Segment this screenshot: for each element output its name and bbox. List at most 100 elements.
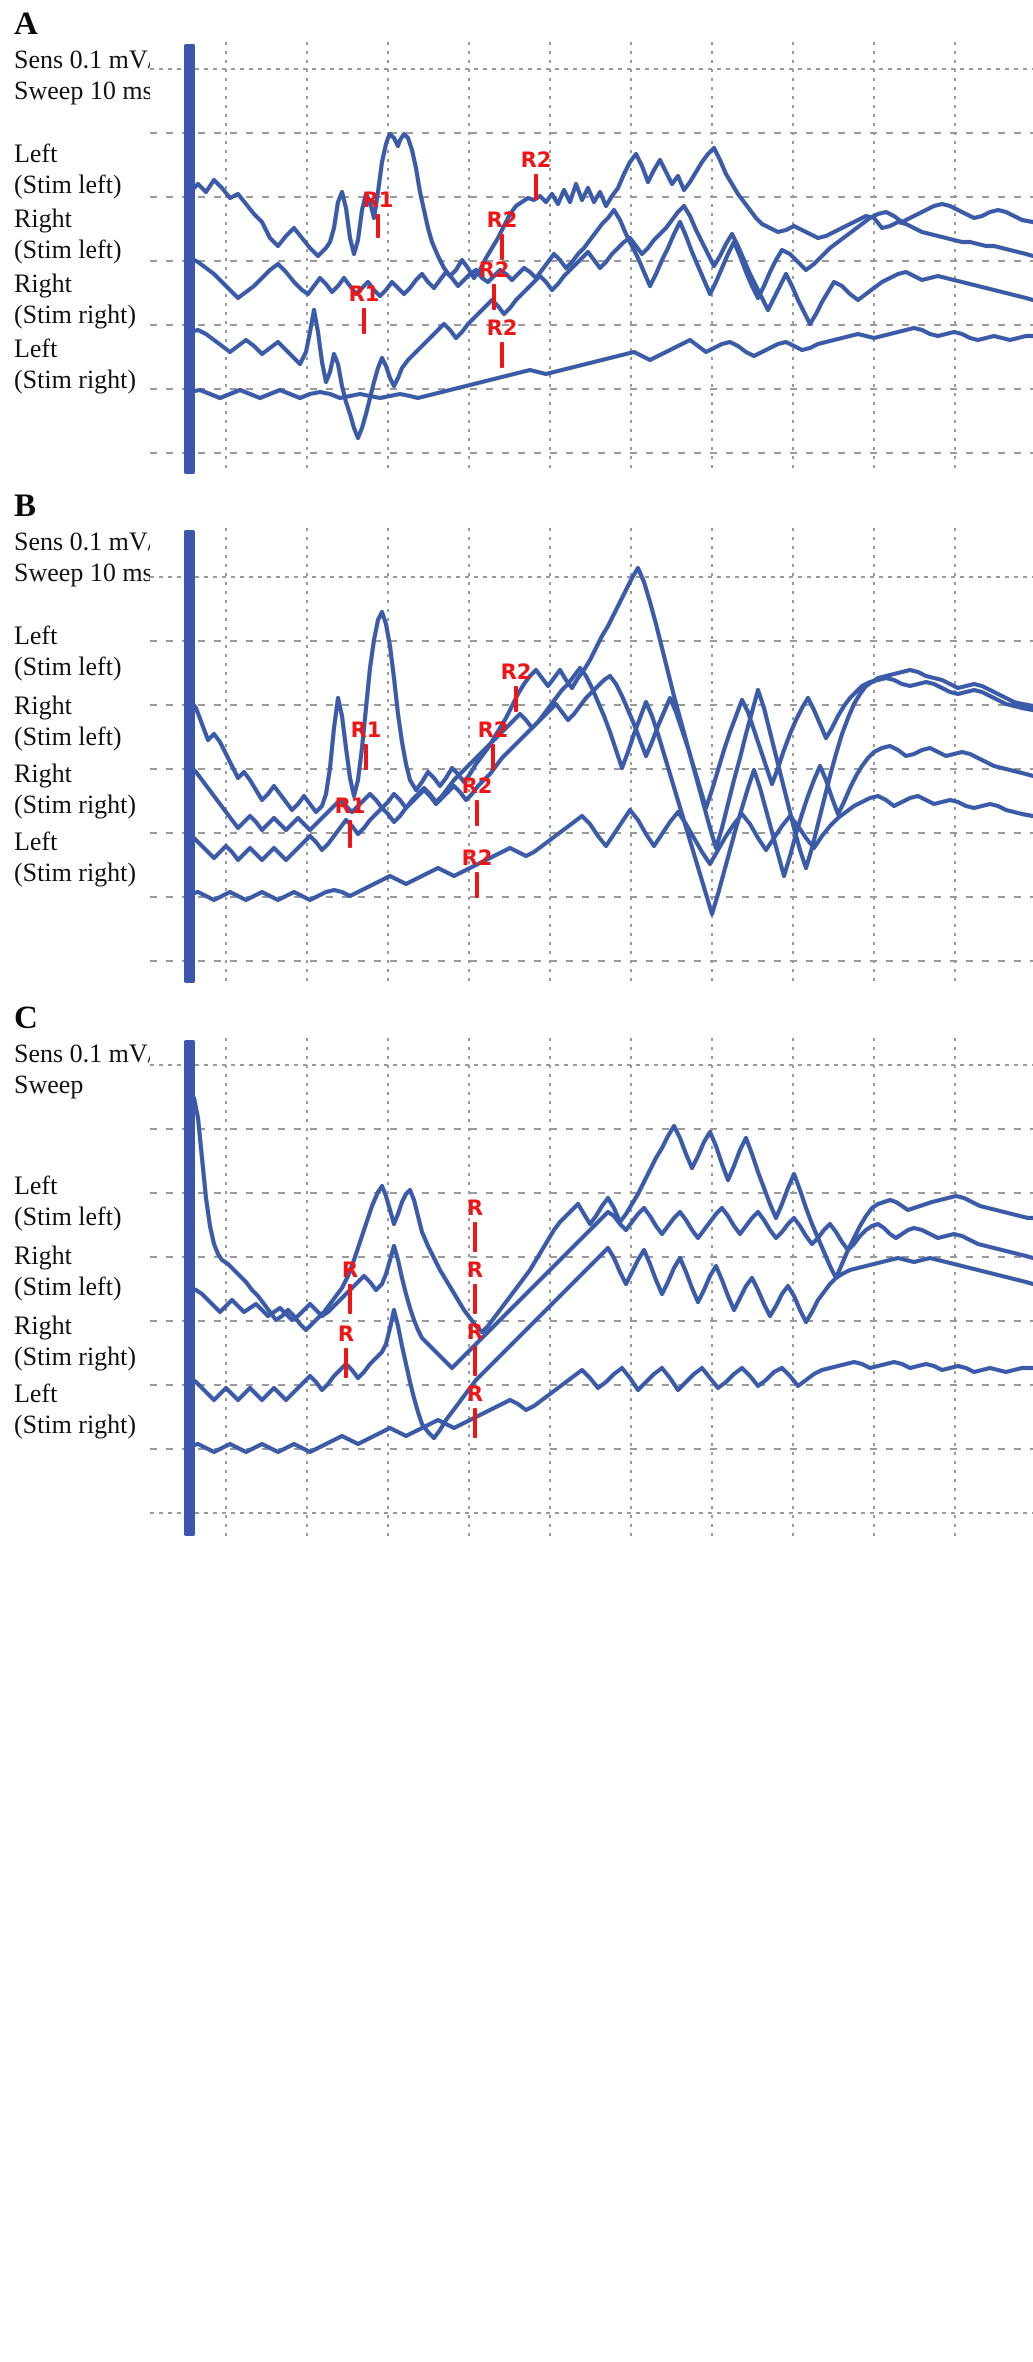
marker-label: R (466, 1196, 484, 1220)
grid-vline (387, 1038, 389, 1536)
grid-hline (150, 1384, 1033, 1386)
marker-label: R1 (362, 188, 394, 212)
grid-hline (150, 896, 1033, 898)
grid-vline (306, 42, 308, 474)
grid-hline (150, 452, 1033, 454)
panel-a-channel-label-0: Left (Stim left) (14, 138, 122, 200)
channel-site: Right (14, 204, 72, 233)
grid-vline (306, 1038, 308, 1536)
panel-a-traces (187, 131, 1033, 474)
channel-stim: (Stim left) (14, 1202, 122, 1231)
panel-c-channel-label-3: Left (Stim right) (14, 1378, 136, 1440)
panel-c-grid (150, 1038, 1033, 1536)
marker-tick (473, 1346, 477, 1376)
marker-label: R (337, 1322, 355, 1346)
channel-stim: (Stim left) (14, 170, 122, 199)
channel-stim: (Stim right) (14, 790, 137, 819)
panel-c-letter: C (14, 1000, 38, 1036)
grid-vline (468, 42, 470, 474)
channel-stim: (Stim left) (14, 652, 122, 681)
grid-hline (150, 132, 1033, 134)
grid-hline (150, 640, 1033, 642)
panel-b-channel-label-1: Right (Stim left) (14, 690, 122, 752)
trace-left-stim-right (187, 325, 1033, 474)
channel-site: Right (14, 1311, 72, 1340)
grid-hline (150, 1512, 1033, 1514)
trace-left-stim-left (187, 565, 1033, 983)
marker-tick (473, 1284, 477, 1314)
trace-right-stim-left (187, 673, 1033, 983)
grid-vline (225, 42, 227, 474)
marker-tick (364, 744, 368, 770)
grid-vline (954, 42, 956, 474)
panel-c-channel-label-2: Right (Stim right) (14, 1310, 136, 1372)
trace-right-stim-left (187, 1205, 1033, 1536)
channel-stim: (Stim right) (14, 1342, 137, 1371)
panel-a-sens: Sens 0.1 mV/D (14, 45, 174, 74)
channel-site: Right (14, 691, 72, 720)
grid-hline (150, 1192, 1033, 1194)
marker-label: R2 (478, 258, 510, 282)
grid-vline (873, 1038, 875, 1536)
panel-b-channel-label-2: Right (Stim right) (14, 758, 136, 820)
panel-b: B Sens 0.1 mV/D Sweep 10 ms/D Left (Stim… (0, 490, 1033, 985)
grid-vline (954, 1038, 956, 1536)
marker-label: R (466, 1382, 484, 1406)
panel-b-channel-label-0: Left (Stim left) (14, 620, 122, 682)
panel-c-sens: Sens 0.1 mV/D (14, 1039, 174, 1068)
panel-b-plot: R2 R1 R2 R2 R1 R2 (150, 528, 1033, 983)
marker-tick (534, 174, 538, 200)
grid-vline (630, 528, 632, 983)
trace-right-stim-left (187, 201, 1033, 474)
grid-vline (873, 528, 875, 983)
panel-a-stimulus-bar (184, 44, 195, 474)
grid-hline (150, 704, 1033, 706)
trace-left-stim-left (187, 1095, 1033, 1536)
panel-a-channel-label-2: Right (Stim right) (14, 268, 136, 330)
panel-c-channel-label-1: Right (Stim left) (14, 1240, 122, 1302)
panel-b-traces (187, 565, 1033, 983)
trace-right-stim-right (187, 665, 1033, 983)
channel-stim: (Stim right) (14, 1410, 137, 1439)
grid-hline (150, 1320, 1033, 1322)
grid-hline (150, 1064, 1033, 1066)
panel-a-plot: R1 R2 R2 R2 R1 R2 (150, 42, 1033, 474)
marker-tick (475, 872, 479, 898)
grid-vline (873, 42, 875, 474)
channel-stim: (Stim left) (14, 1272, 122, 1301)
channel-site: Right (14, 759, 72, 788)
marker-label: R2 (520, 148, 552, 172)
grid-hline (150, 1128, 1033, 1130)
marker-tick (500, 234, 504, 260)
trace-left-stim-right (187, 793, 1033, 983)
marker-tick (376, 214, 380, 238)
panel-c-plot: R R R R R R (150, 1038, 1033, 1536)
channel-site: Right (14, 1241, 72, 1270)
grid-hline (150, 960, 1033, 962)
marker-tick (348, 820, 352, 848)
grid-vline (711, 1038, 713, 1536)
marker-label: R (466, 1258, 484, 1282)
panel-b-sens: Sens 0.1 mV/D (14, 527, 174, 556)
grid-vline (468, 528, 470, 983)
panel-b-channel-label-3: Left (Stim right) (14, 826, 136, 888)
grid-vline (630, 1038, 632, 1536)
grid-hline (150, 576, 1033, 578)
marker-tick (362, 308, 366, 334)
grid-vline (306, 528, 308, 983)
panel-a-channel-label-1: Right (Stim left) (14, 203, 122, 265)
channel-site: Right (14, 269, 72, 298)
grid-hline (150, 1256, 1033, 1258)
marker-tick (491, 744, 495, 770)
channel-site: Left (14, 621, 58, 650)
channel-site: Left (14, 1379, 58, 1408)
grid-vline (549, 1038, 551, 1536)
marker-label: R (341, 1258, 359, 1282)
marker-label: R1 (334, 794, 366, 818)
channel-stim: (Stim right) (14, 858, 137, 887)
channel-site: Left (14, 827, 58, 856)
marker-label: R1 (350, 718, 382, 742)
marker-label: R2 (461, 846, 493, 870)
panel-b-stimulus-bar (184, 530, 195, 983)
grid-vline (711, 528, 713, 983)
